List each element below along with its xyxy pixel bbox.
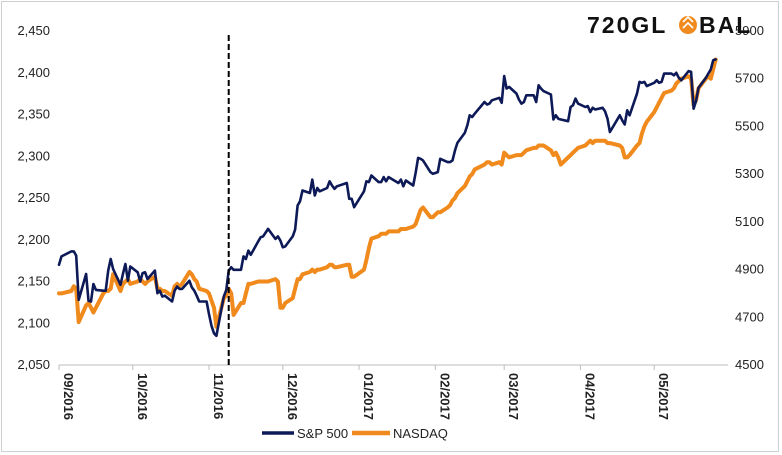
- right-y-axis: 4500 4700 4900 5100 5300 5500 5700 5900: [735, 23, 764, 372]
- right-tick-label: 5300: [735, 166, 764, 181]
- legend-label-sp500: S&P 500: [297, 426, 348, 441]
- left-tick-label: 2,150: [17, 274, 50, 289]
- legend: S&P 500 NASDAQ: [262, 426, 448, 441]
- right-tick-label: 5100: [735, 214, 764, 229]
- logo-text-left: 720GL: [587, 12, 667, 38]
- left-tick-label: 2,400: [17, 65, 50, 80]
- x-tick-label: 01/2017: [361, 373, 376, 420]
- right-tick-label: 5700: [735, 71, 764, 86]
- x-tick-label: 03/2017: [506, 373, 521, 420]
- x-tick-label: 09/2016: [61, 373, 76, 420]
- left-tick-label: 2,100: [17, 315, 50, 330]
- right-tick-label: 4500: [735, 357, 764, 372]
- x-tick-label: 04/2017: [582, 373, 597, 420]
- right-tick-label: 5500: [735, 118, 764, 133]
- right-tick-label: 5900: [735, 23, 764, 38]
- plot-area: [57, 35, 718, 368]
- logo-text-right: BAL: [699, 12, 752, 38]
- globe-icon: [679, 15, 697, 34]
- left-tick-label: 2,050: [17, 357, 50, 372]
- legend-label-nasdaq: NASDAQ: [393, 426, 448, 441]
- logo: 720GL BAL: [587, 12, 752, 38]
- left-tick-label: 2,350: [17, 107, 50, 122]
- x-tick-label: 02/2017: [437, 373, 452, 420]
- left-tick-label: 2,200: [17, 232, 50, 247]
- left-tick-label: 2,300: [17, 148, 50, 163]
- x-tick-label: 12/2016: [285, 373, 300, 420]
- series-line-sp500: [57, 58, 717, 338]
- x-tick-label: 11/2016: [211, 373, 226, 419]
- left-tick-label: 2,250: [17, 190, 50, 205]
- left-tick-label: 2,450: [17, 23, 50, 38]
- series-line-nasdaq: [57, 57, 718, 329]
- right-tick-label: 4700: [735, 309, 764, 324]
- left-y-axis: 2,050 2,100 2,150 2,200 2,250 2,300 2,350 2,400…: [17, 23, 50, 372]
- x-axis: 09/2016 10/2016 11/2016 12/2016 01/2017 02/20…: [58, 364, 728, 420]
- x-tick-label: 05/2017: [656, 373, 671, 420]
- x-tick-label: 10/2016: [135, 373, 150, 420]
- right-tick-label: 4900: [735, 262, 764, 277]
